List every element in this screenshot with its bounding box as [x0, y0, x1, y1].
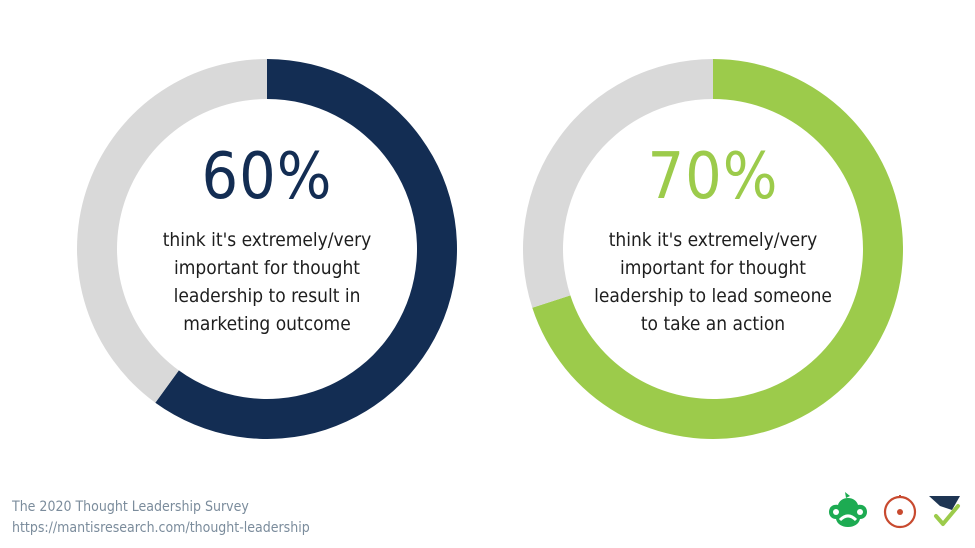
donut-1-center: 60% think it's extremely/very important …	[117, 99, 417, 399]
donut-2-slice-1	[523, 59, 713, 308]
donut-1-description: think it's extremely/very important for …	[162, 229, 372, 335]
donut-1-slice-0	[155, 59, 457, 439]
donut-1-svg	[77, 59, 457, 439]
logo-row	[826, 492, 966, 532]
footer-url[interactable]: https://mantisresearch.com/thought-leade…	[12, 520, 310, 536]
donut-2-value: 70%	[647, 140, 779, 214]
donut-2-description: think it's extremely/very important for …	[594, 229, 832, 335]
donut-2-svg	[523, 59, 903, 439]
donut-chart-1: 60% think it's extremely/very important …	[77, 59, 457, 439]
surveymonkey-icon	[829, 492, 867, 527]
footer-source: The 2020 Thought Leadership Survey	[12, 499, 249, 515]
donut-1-value: 60%	[201, 140, 333, 214]
circle-target-icon	[883, 495, 917, 529]
donut-2-center: 70% think it's extremely/very important …	[563, 99, 863, 399]
checkmark-flag-icon	[929, 496, 960, 526]
footer: The 2020 Thought Leadership Survey https…	[12, 497, 310, 539]
donut-1-slice-1	[77, 59, 267, 403]
donut-chart-2: 70% think it's extremely/very important …	[523, 59, 903, 439]
